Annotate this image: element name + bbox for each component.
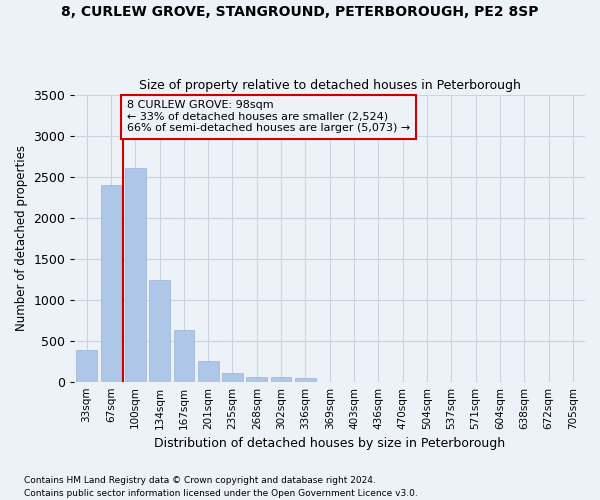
X-axis label: Distribution of detached houses by size in Peterborough: Distribution of detached houses by size … (154, 437, 505, 450)
Bar (125, 168, 146, 382)
Bar (76, 350, 97, 382)
Text: Contains HM Land Registry data © Crown copyright and database right 2024.
Contai: Contains HM Land Registry data © Crown c… (24, 476, 418, 498)
Bar (247, 377, 267, 382)
Bar (222, 373, 243, 382)
Bar (173, 330, 194, 382)
Text: 8, CURLEW GROVE, STANGROUND, PETERBOROUGH, PE2 8SP: 8, CURLEW GROVE, STANGROUND, PETERBOROUG… (61, 5, 539, 19)
Y-axis label: Number of detached properties: Number of detached properties (15, 145, 28, 331)
Bar (295, 378, 316, 382)
Bar (271, 377, 292, 382)
Title: Size of property relative to detached houses in Peterborough: Size of property relative to detached ho… (139, 79, 521, 92)
Bar (198, 361, 218, 382)
Text: 8 CURLEW GROVE: 98sqm
← 33% of detached houses are smaller (2,524)
66% of semi-d: 8 CURLEW GROVE: 98sqm ← 33% of detached … (127, 100, 410, 134)
Bar (101, 185, 121, 382)
Bar (149, 280, 170, 382)
